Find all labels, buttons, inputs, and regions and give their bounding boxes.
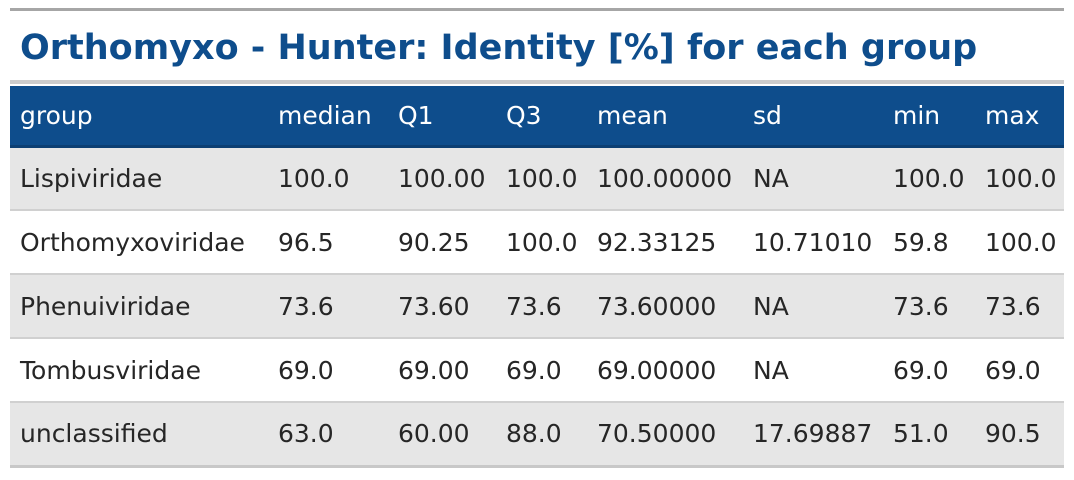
cell-median: 73.6 — [268, 274, 388, 339]
cell-q1: 69.00 — [388, 338, 496, 403]
cell-min: 59.8 — [883, 210, 975, 275]
identity-stats-table: group median Q1 Q3 mean sd min max Lispi… — [10, 86, 1064, 468]
cell-median: 100.0 — [268, 146, 388, 211]
cell-q3: 100.0 — [496, 146, 587, 211]
cell-q1: 90.25 — [388, 210, 496, 275]
cell-min: 100.0 — [883, 146, 975, 211]
cell-max: 69.0 — [975, 338, 1064, 403]
cell-max: 100.0 — [975, 210, 1064, 275]
table-title: Orthomyxo - Hunter: Identity [%] for eac… — [20, 28, 978, 68]
cell-min: 73.6 — [883, 274, 975, 339]
cell-max: 100.0 — [975, 146, 1064, 211]
cell-mean: 70.50000 — [587, 402, 743, 468]
cell-q3: 69.0 — [496, 338, 587, 403]
header-row: group median Q1 Q3 mean sd min max — [10, 86, 1064, 148]
column-header-group: group — [10, 86, 268, 148]
cell-max: 73.6 — [975, 274, 1064, 339]
column-header-mean: mean — [587, 86, 743, 148]
column-header-sd: sd — [743, 86, 883, 148]
cell-sd: NA — [743, 274, 883, 339]
cell-median: 69.0 — [268, 338, 388, 403]
cell-group: Tombusviridae — [10, 338, 268, 403]
column-header-q1: Q1 — [388, 86, 496, 148]
cell-q1: 73.60 — [388, 274, 496, 339]
cell-mean: 92.33125 — [587, 210, 743, 275]
title-divider — [10, 80, 1064, 84]
top-divider — [10, 8, 1064, 11]
cell-mean: 69.00000 — [587, 338, 743, 403]
cell-min: 51.0 — [883, 402, 975, 468]
cell-q3: 88.0 — [496, 402, 587, 468]
cell-group: Lispiviridae — [10, 146, 268, 211]
table-body: Lispiviridae 100.0 100.00 100.0 100.0000… — [10, 146, 1064, 468]
cell-q3: 100.0 — [496, 210, 587, 275]
cell-median: 96.5 — [268, 210, 388, 275]
cell-mean: 73.60000 — [587, 274, 743, 339]
cell-sd: 17.69887 — [743, 402, 883, 468]
cell-q3: 73.6 — [496, 274, 587, 339]
cell-max: 90.5 — [975, 402, 1064, 468]
column-header-max: max — [975, 86, 1064, 148]
table-row: Tombusviridae 69.0 69.00 69.0 69.00000 N… — [10, 338, 1064, 403]
table-row: Lispiviridae 100.0 100.00 100.0 100.0000… — [10, 146, 1064, 211]
column-header-q3: Q3 — [496, 86, 587, 148]
cell-sd: NA — [743, 146, 883, 211]
cell-group: Phenuiviridae — [10, 274, 268, 339]
cell-sd: NA — [743, 338, 883, 403]
cell-sd: 10.71010 — [743, 210, 883, 275]
table-row: unclassified 63.0 60.00 88.0 70.50000 17… — [10, 402, 1064, 468]
column-header-median: median — [268, 86, 388, 148]
cell-q1: 60.00 — [388, 402, 496, 468]
table-header: group median Q1 Q3 mean sd min max — [10, 86, 1064, 148]
cell-q1: 100.00 — [388, 146, 496, 211]
cell-group: Orthomyxoviridae — [10, 210, 268, 275]
cell-min: 69.0 — [883, 338, 975, 403]
table-row: Orthomyxoviridae 96.5 90.25 100.0 92.331… — [10, 210, 1064, 275]
table-row: Phenuiviridae 73.6 73.60 73.6 73.60000 N… — [10, 274, 1064, 339]
cell-mean: 100.00000 — [587, 146, 743, 211]
cell-median: 63.0 — [268, 402, 388, 468]
cell-group: unclassified — [10, 402, 268, 468]
column-header-min: min — [883, 86, 975, 148]
